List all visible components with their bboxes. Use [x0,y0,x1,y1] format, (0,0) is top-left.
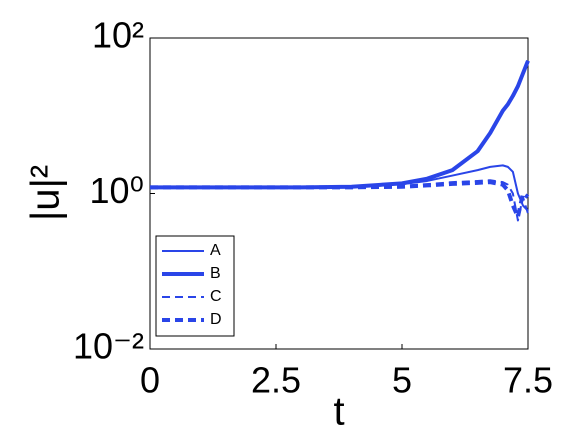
legend-label: D [210,311,222,328]
y-axis-label: |u|² [24,165,68,221]
x-tick-label: 5 [392,360,412,401]
legend-label: B [210,265,221,282]
x-tick-label: 0 [140,360,160,401]
x-axis-label: t [333,390,344,434]
y-tick-label: 10⁰ [90,170,144,211]
x-tick-label: 2.5 [251,360,301,401]
legend-label: C [210,288,222,305]
y-tick-label: 10² [92,15,144,56]
series-line [150,59,530,190]
y-tick-label: 10⁻² [73,326,144,367]
x-tick-label: 7.5 [503,360,553,401]
series-line [150,180,530,219]
legend-label: A [210,242,221,259]
